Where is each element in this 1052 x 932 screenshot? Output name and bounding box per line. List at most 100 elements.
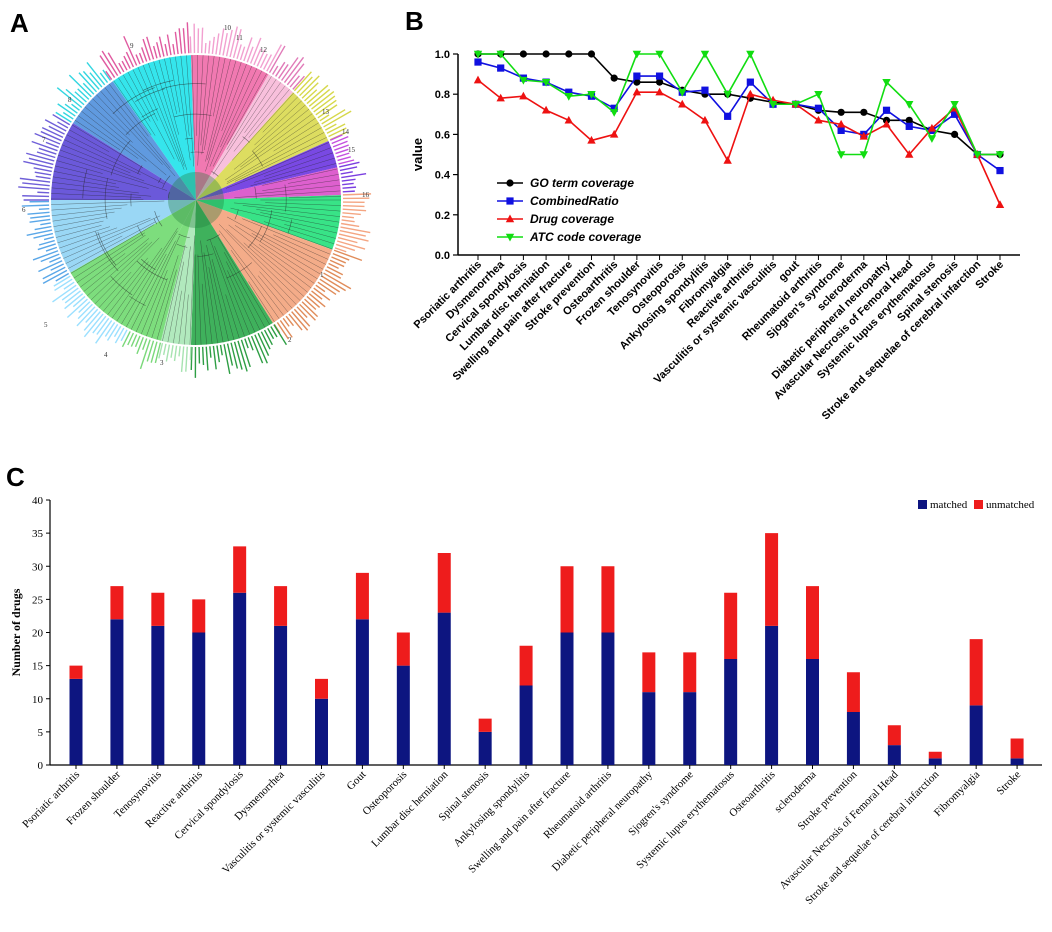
tree-branch xyxy=(251,219,333,250)
tree-leaf-label xyxy=(263,329,273,346)
tree-leaf-label xyxy=(37,191,50,194)
data-point xyxy=(701,86,709,94)
data-point xyxy=(814,91,823,99)
data-point xyxy=(587,135,596,144)
tree-branch xyxy=(80,253,126,288)
tree-branch xyxy=(203,252,218,344)
tree-leaf-label xyxy=(301,82,319,99)
data-point xyxy=(814,115,823,124)
tree-leaf-label xyxy=(323,110,352,128)
tree-leaf-label xyxy=(180,346,185,373)
bar-unmatched xyxy=(683,652,697,693)
tree-leaf-label xyxy=(334,144,349,151)
tree-leaf-label xyxy=(292,75,305,90)
bar-matched xyxy=(765,625,779,765)
tree-branch xyxy=(52,211,115,222)
tree-leaf-label xyxy=(190,346,193,371)
tree-branch xyxy=(212,57,226,117)
tree-leaf-label xyxy=(27,211,50,215)
tree-leaf-label xyxy=(338,233,369,242)
tree-leaf-label xyxy=(30,215,50,219)
bar-matched xyxy=(151,625,165,765)
tree-arc xyxy=(287,219,293,234)
tree-leaf-label xyxy=(237,340,248,372)
bar-matched xyxy=(110,619,124,765)
tree-leaf-label xyxy=(42,266,66,280)
data-point xyxy=(995,200,1005,208)
tree-leaf-label xyxy=(321,109,346,125)
tree-branch xyxy=(233,85,286,152)
tree-leaf-label xyxy=(270,326,278,338)
tree-branch xyxy=(71,124,144,169)
bar-unmatched xyxy=(192,599,206,633)
tree-leaf-label xyxy=(319,278,341,293)
tree-leaf-label xyxy=(226,343,234,366)
tree-leaf-label xyxy=(276,322,290,340)
tree-leaf-label xyxy=(204,42,207,54)
tree-arc xyxy=(136,260,168,281)
tree-leaf-label xyxy=(339,166,358,172)
tree-branch xyxy=(146,278,168,337)
data-point xyxy=(655,78,664,86)
tree-leaf-label xyxy=(121,331,131,348)
tree-leaf-label xyxy=(40,253,60,263)
tree-branch xyxy=(153,61,188,170)
tree-branch xyxy=(211,258,235,340)
tree-leaf-label xyxy=(342,208,367,212)
tree-leaf-label xyxy=(243,37,253,62)
tree-leaf-label xyxy=(146,36,155,60)
bar-unmatched xyxy=(969,639,983,706)
tree-leaf-label xyxy=(317,104,338,119)
bar-matched xyxy=(274,625,288,765)
tree-branch xyxy=(252,104,306,152)
tree-leaf-label xyxy=(102,69,111,81)
tree-branch xyxy=(240,113,313,168)
tree-leaf-label xyxy=(279,320,293,338)
tree-sector xyxy=(73,81,196,200)
tree-leaf-label xyxy=(326,266,344,276)
tree-leaf-label xyxy=(135,54,141,65)
data-point xyxy=(973,151,982,159)
tree-leaf-label xyxy=(296,76,313,94)
tree-branch xyxy=(258,244,315,284)
tree-leaf-label xyxy=(315,99,337,116)
data-point xyxy=(678,88,687,97)
x-tick-label: Ankylosing spondylitis xyxy=(451,769,532,850)
tree-leaf-label xyxy=(315,284,326,293)
bar-unmatched xyxy=(642,652,656,693)
y-tick-label: 35 xyxy=(32,528,44,540)
tree-cluster-number: 10 xyxy=(224,24,232,32)
tree-cluster-number: 13 xyxy=(322,108,330,116)
tree-leaf-label xyxy=(106,324,119,341)
tree-cluster-number: 11 xyxy=(236,34,243,42)
data-point xyxy=(995,151,1005,159)
data-point xyxy=(587,91,596,99)
tree-leaf-label xyxy=(48,125,65,135)
tree-arc xyxy=(252,150,264,167)
tree-leaf-label xyxy=(28,157,54,166)
tree-leaf-label xyxy=(333,249,363,262)
tree-branch xyxy=(104,87,171,169)
tree-leaf-label xyxy=(57,121,69,129)
tree-leaf-label xyxy=(286,63,305,86)
tree-branch xyxy=(102,257,149,312)
tree-branch xyxy=(94,237,160,305)
tree-leaf-label xyxy=(275,61,286,77)
bar-unmatched xyxy=(396,632,410,666)
bar-matched xyxy=(560,632,574,765)
tree-leaf-label xyxy=(185,346,188,372)
tree-leaf-label xyxy=(293,308,311,327)
tree-branch xyxy=(197,254,202,345)
tree-branch xyxy=(207,60,237,161)
tree-branch xyxy=(100,90,176,177)
tree-leaf-label xyxy=(65,88,85,106)
tree-leaf-label xyxy=(328,127,347,138)
tree-branch xyxy=(204,56,220,150)
legend-swatch-matched xyxy=(918,500,927,509)
tree-leaf-label xyxy=(23,160,53,169)
y-tick-label: 10 xyxy=(32,694,44,706)
tree-branch xyxy=(68,221,156,269)
tree-leaf-label xyxy=(53,275,71,287)
